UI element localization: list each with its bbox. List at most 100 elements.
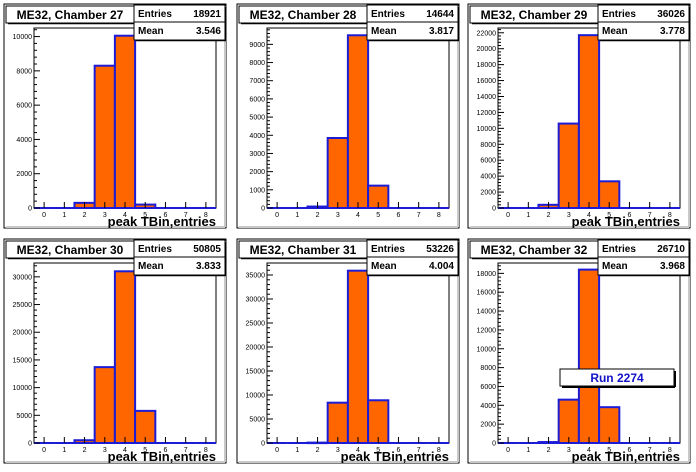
y-tick-label: 9000 xyxy=(249,42,265,49)
stats-mean-label: Mean xyxy=(371,26,397,37)
y-tick-label: 15000 xyxy=(13,357,33,364)
y-tick-label: 20000 xyxy=(477,46,497,53)
histogram-pad: 0 5000 10000 15000 20000 25000 30000 0 1 2 3 4 5 6 7 8p… xyxy=(3,238,227,464)
stats-mean-value: 3.546 xyxy=(196,26,221,37)
stats-entries-value: 14644 xyxy=(426,9,454,20)
x-tick-label: 3 xyxy=(336,447,340,454)
x-tick-label: 3 xyxy=(103,212,107,219)
y-tick-label: 4000 xyxy=(480,174,496,181)
x-tick-label: 5 xyxy=(143,447,147,454)
stats-entries-label: Entries xyxy=(602,244,636,255)
y-tick-label: 8000 xyxy=(16,68,32,75)
histogram-bar xyxy=(113,34,137,210)
x-tick-label: 0 xyxy=(42,447,46,454)
x-axis-label: peak TBin,entries xyxy=(341,449,449,464)
y-tick-label: 2000 xyxy=(16,171,32,178)
x-tick-label: 7 xyxy=(417,212,421,219)
y-tick-label: 30000 xyxy=(246,297,266,304)
title-box: ME32, Chamber 27 xyxy=(5,5,136,25)
x-tick-label: 7 xyxy=(417,447,421,454)
y-tick-label: 7000 xyxy=(249,78,265,85)
y-tick-label: 20000 xyxy=(13,330,33,337)
x-tick-label: 5 xyxy=(607,212,611,219)
y-tick-label: 10000 xyxy=(477,126,497,133)
x-tick-label: 8 xyxy=(204,212,208,219)
y-tick-label: 0 xyxy=(492,206,496,213)
stats-entries-value: 18921 xyxy=(193,9,221,20)
x-tick-label: 5 xyxy=(376,212,380,219)
stats-entries-value: 53226 xyxy=(426,244,454,255)
x-tick-label: 3 xyxy=(103,447,107,454)
x-tick-label: 4 xyxy=(123,447,127,454)
stats-box: Entries 18921 Mean 3.546 xyxy=(133,4,227,42)
y-tick-label: 25000 xyxy=(246,321,266,328)
y-tick-label: 14000 xyxy=(477,94,497,101)
y-tick-label: 1000 xyxy=(249,187,265,194)
y-tick-label: 2000 xyxy=(480,190,496,197)
stats-mean-label: Mean xyxy=(371,261,397,272)
x-tick-label: 6 xyxy=(163,212,167,219)
x-tick-label: 1 xyxy=(526,212,530,219)
x-tick-label: 0 xyxy=(275,212,279,219)
chart-title: ME32, Chamber 31 xyxy=(250,243,357,257)
y-tick-label: 4000 xyxy=(16,137,32,144)
title-box: ME32, Chamber 32 xyxy=(469,240,600,260)
y-tick-label: 2000 xyxy=(480,422,496,429)
stats-box: Entries 26710 Mean 3.968 xyxy=(597,239,691,277)
y-tick-label: 8000 xyxy=(480,365,496,372)
stats-entries-label: Entries xyxy=(371,244,405,255)
stats-entries-value: 50805 xyxy=(193,244,221,255)
histogram-bar xyxy=(113,270,137,444)
stats-mean-label: Mean xyxy=(138,26,164,37)
x-tick-label: 1 xyxy=(295,447,299,454)
x-tick-label: 6 xyxy=(396,447,400,454)
stats-mean-label: Mean xyxy=(138,261,164,272)
histogram-bar xyxy=(367,399,390,444)
histogram-bar xyxy=(346,34,370,210)
stats-box: Entries 14644 Mean 3.817 xyxy=(366,4,460,42)
y-tick-label: 12000 xyxy=(477,327,497,334)
y-tick-label: 10000 xyxy=(477,346,497,353)
stats-entries-label: Entries xyxy=(371,9,405,20)
title-box: ME32, Chamber 31 xyxy=(238,240,369,260)
histogram-bar xyxy=(93,64,116,210)
histogram-pad: 0 5000 10000 15000 20000 25000 30000 35000 0 1 2 3 4… xyxy=(236,238,460,464)
y-tick-label: 5000 xyxy=(249,115,265,122)
x-tick-label: 7 xyxy=(648,447,652,454)
run-annotation-text: Run 2274 xyxy=(590,371,644,385)
y-tick-label: 8000 xyxy=(249,60,265,67)
x-tick-label: 0 xyxy=(506,447,510,454)
x-tick-label: 2 xyxy=(83,212,87,219)
histogram-bar xyxy=(326,401,349,444)
histogram-bar xyxy=(577,268,601,444)
y-tick-label: 15000 xyxy=(246,369,266,376)
x-tick-label: 3 xyxy=(336,212,340,219)
y-tick-label: 30000 xyxy=(13,274,33,281)
stats-entries-value: 36026 xyxy=(657,9,685,20)
stats-entries-label: Entries xyxy=(138,9,172,20)
x-tick-label: 8 xyxy=(668,447,672,454)
y-tick-label: 16000 xyxy=(477,78,497,85)
y-tick-label: 6000 xyxy=(480,158,496,165)
x-tick-label: 6 xyxy=(627,212,631,219)
y-tick-label: 18000 xyxy=(477,271,497,278)
x-tick-label: 2 xyxy=(316,212,320,219)
run-annotation: Run 2274 xyxy=(559,368,676,388)
y-tick-label: 3000 xyxy=(249,151,265,158)
x-tick-label: 7 xyxy=(184,212,188,219)
stats-entries-label: Entries xyxy=(602,9,636,20)
stats-mean-value: 3.778 xyxy=(660,26,685,37)
x-tick-label: 1 xyxy=(62,212,66,219)
chart-title: ME32, Chamber 29 xyxy=(481,8,588,22)
y-tick-label: 14000 xyxy=(477,309,497,316)
histogram-bar xyxy=(346,269,370,445)
x-tick-label: 6 xyxy=(396,212,400,219)
x-tick-label: 8 xyxy=(204,447,208,454)
stats-box: Entries 50805 Mean 3.833 xyxy=(133,239,227,277)
x-tick-label: 2 xyxy=(83,447,87,454)
histogram-bar xyxy=(557,398,580,444)
stats-mean-value: 3.968 xyxy=(660,261,685,272)
x-tick-label: 1 xyxy=(295,212,299,219)
